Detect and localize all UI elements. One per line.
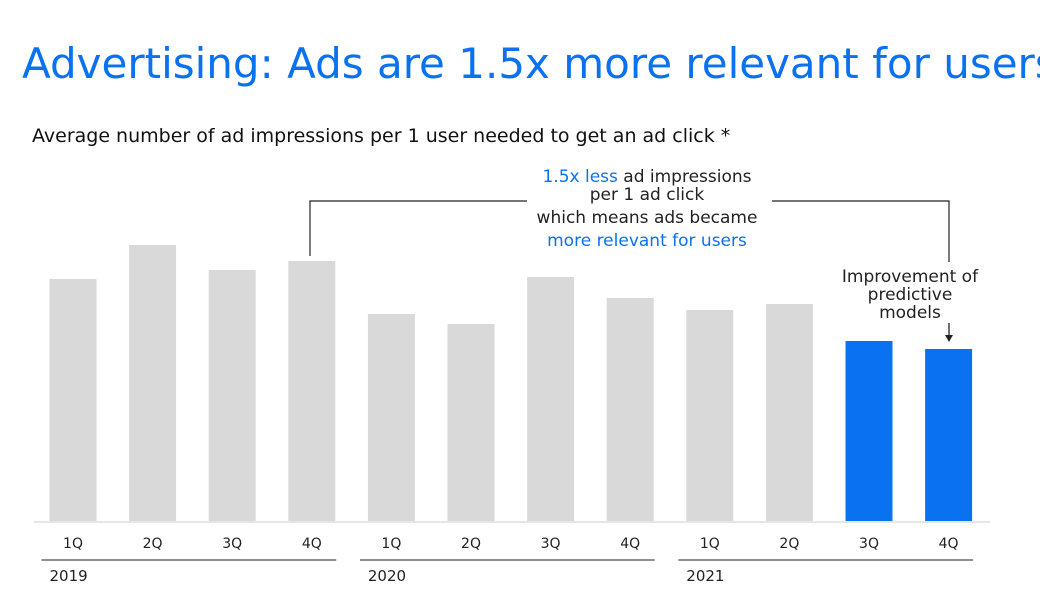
x-tick-label: 3Q (859, 536, 879, 552)
bar-7 (527, 277, 575, 522)
improvement-line-3: models (879, 303, 941, 323)
x-tick-label: 2Q (143, 536, 163, 552)
improvement-line-1: Improvement of (842, 267, 979, 287)
x-tick-label: 1Q (63, 536, 83, 552)
bar-4 (288, 261, 336, 522)
x-tick-label: 4Q (939, 536, 959, 552)
x-tick-label: 2Q (779, 536, 799, 552)
year-label-2020: 2020 (368, 567, 406, 585)
page-title: Advertising: Ads are 1.5x more relevant … (22, 39, 1040, 88)
bars-layer (49, 245, 973, 522)
callout-left-connector (309, 200, 527, 256)
bar-11 (845, 341, 893, 522)
callout-line-4: more relevant for users (547, 231, 747, 251)
x-tick-label: 2Q (461, 536, 481, 552)
callout-right-connector (772, 200, 950, 262)
callout-line-3: which means ads became (537, 208, 758, 228)
bar-10 (765, 304, 813, 522)
callout-bracket (309, 200, 950, 262)
bar-6 (447, 324, 495, 522)
year-label-2019: 2019 (50, 567, 88, 585)
labels-layer: 1Q 2Q 3Q 4Q 1Q 2Q 3Q 4Q 1Q 2Q 3Q 4Q 2019 2020 2021 (41, 536, 974, 585)
callout-text-1: ad impressions (623, 167, 751, 187)
bar-5 (367, 314, 415, 522)
x-tick-label: 1Q (700, 536, 720, 552)
callout-line-1: 1.5x less ad impressions (542, 167, 751, 187)
bar-3 (208, 270, 256, 522)
bar-12 (925, 349, 973, 522)
callout-highlight-1: 1.5x less (542, 167, 618, 187)
improvement-line-2: predictive (868, 285, 953, 305)
x-tick-label: 4Q (620, 536, 640, 552)
callout-line-2: per 1 ad click (590, 185, 705, 205)
x-tick-label: 3Q (541, 536, 561, 552)
chart-subtitle: Average number of ad impressions per 1 u… (32, 125, 731, 147)
improvement-arrow (945, 323, 953, 342)
x-tick-label: 3Q (222, 536, 242, 552)
year-label-2021: 2021 (686, 567, 724, 585)
bar-9 (686, 310, 734, 522)
x-tick-label: 4Q (302, 536, 322, 552)
bar-1 (49, 279, 97, 522)
bar-8 (606, 298, 654, 522)
x-tick-label: 1Q (381, 536, 401, 552)
bar-2 (129, 245, 177, 522)
